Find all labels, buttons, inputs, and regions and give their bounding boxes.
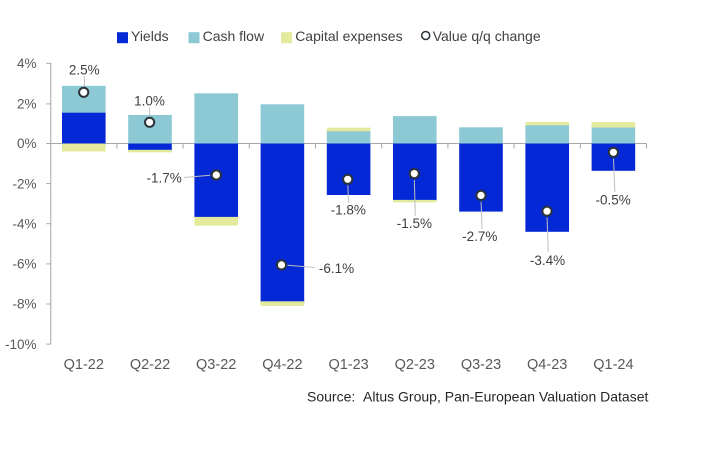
svg-text:-1.5%: -1.5% xyxy=(397,216,432,231)
svg-text:Q1-22: Q1-22 xyxy=(64,357,104,373)
svg-text:1.0%: 1.0% xyxy=(134,94,165,109)
svg-text:0%: 0% xyxy=(17,136,37,151)
svg-text:-2%: -2% xyxy=(12,176,36,191)
svg-text:2.5%: 2.5% xyxy=(69,62,100,77)
svg-text:Source: Altus Group, Pan-Euro: Source: Altus Group, Pan-European Valuat… xyxy=(307,389,648,405)
svg-text:Q4-23: Q4-23 xyxy=(527,357,567,373)
svg-text:Q4-22: Q4-22 xyxy=(262,357,302,373)
svg-text:Q2-22: Q2-22 xyxy=(130,357,170,373)
svg-text:Q3-22: Q3-22 xyxy=(196,357,236,373)
svg-text:Capital expenses: Capital expenses xyxy=(295,28,402,44)
svg-text:2%: 2% xyxy=(17,97,37,112)
svg-text:-1.7%: -1.7% xyxy=(146,171,181,186)
svg-text:Q1-23: Q1-23 xyxy=(328,357,368,373)
svg-text:-3.4%: -3.4% xyxy=(530,253,565,268)
svg-text:4%: 4% xyxy=(17,56,37,71)
svg-text:-1.8%: -1.8% xyxy=(331,203,366,218)
svg-text:Q1-24: Q1-24 xyxy=(593,357,633,373)
svg-text:Q2-23: Q2-23 xyxy=(395,357,435,373)
svg-text:Yields: Yields xyxy=(131,28,169,44)
svg-text:-2.7%: -2.7% xyxy=(462,229,497,244)
svg-text:-8%: -8% xyxy=(12,297,36,312)
svg-text:-0.5%: -0.5% xyxy=(595,193,630,208)
svg-text:-6.1%: -6.1% xyxy=(319,261,354,276)
svg-text:-6%: -6% xyxy=(12,257,36,272)
svg-text:-4%: -4% xyxy=(12,216,36,231)
svg-text:Value q/q change: Value q/q change xyxy=(433,28,541,44)
svg-text:-10%: -10% xyxy=(5,337,37,352)
svg-text:Q3-23: Q3-23 xyxy=(461,357,501,373)
svg-text:Cash flow: Cash flow xyxy=(203,28,265,44)
